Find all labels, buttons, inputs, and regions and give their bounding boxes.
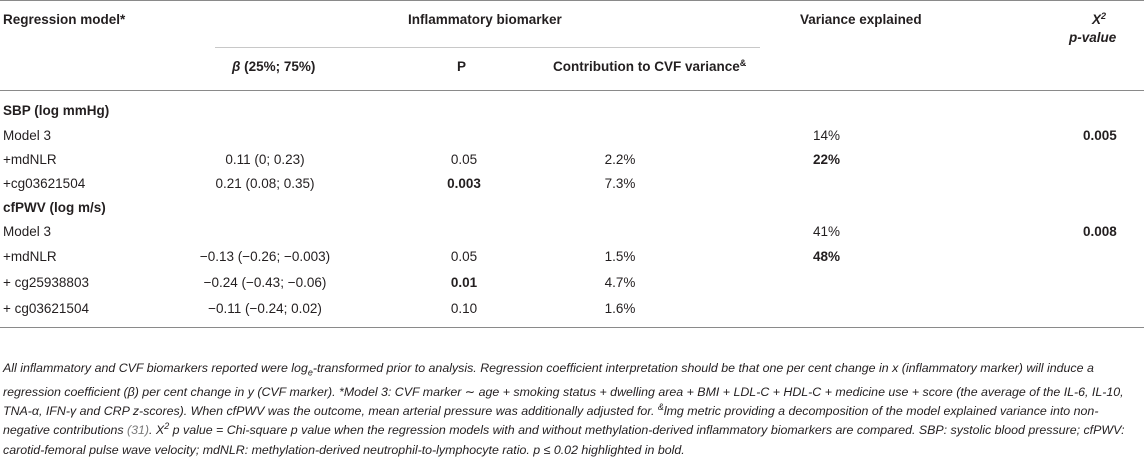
table-footnote: All inflammatory and CVF biomarkers repo… [3,361,1125,457]
row-variance: 48% [813,249,841,264]
row-contribution: 1.5% [604,249,636,264]
top-rule [0,0,1144,1]
row-contribution: 4.7% [604,275,636,290]
bottom-rule [0,327,1144,328]
row-beta: 0.21 (0.08; 0.35) [215,176,315,191]
row-beta: −0.11 (−0.24; 0.02) [208,301,322,316]
row-contribution: 2.2% [604,152,636,167]
row-chi: 0.008 [1083,224,1117,239]
header-chi-pvalue: p-value [1069,30,1117,45]
row-model: Model 3 [3,224,52,239]
header-inflammatory-biomarker: Inflammatory biomarker [408,12,562,27]
row-model: + cg03621504 [3,301,89,316]
header-p: P [457,59,467,74]
row-beta: −0.13 (−0.26; −0.003) [199,249,331,264]
row-variance: 22% [813,152,841,167]
row-variance: 14% [813,128,841,143]
row-chi: 0.005 [1083,128,1117,143]
row-beta: 0.11 (0; 0.23) [225,152,305,167]
row-model: +cg03621504 [3,176,86,191]
row-contribution: 1.6% [604,301,636,316]
row-contribution: 7.3% [604,176,636,191]
row-p: 0.01 [450,275,478,290]
row-beta: −0.24 (−0.43; −0.06) [203,275,327,290]
row-p: 0.05 [450,249,478,264]
header-contribution: Contribution to CVF variance& [553,58,747,75]
section-title-cfpwv: cfPWV (log m/s) [3,200,106,215]
section-title-sbp: SBP (log mmHg) [3,103,110,118]
row-p: 0.10 [450,301,478,316]
header-variance-explained: Variance explained [800,12,922,27]
header-regression-model: Regression model* [3,12,126,27]
header-beta: β (25%; 75%) [232,59,316,74]
row-variance: 41% [813,224,841,239]
row-model: +mdNLR [3,249,57,264]
row-model: +mdNLR [3,152,57,167]
row-model: Model 3 [3,128,52,143]
row-p: 0.05 [450,152,478,167]
row-p: 0.003 [447,176,481,191]
reference-link[interactable]: (31) [127,423,150,438]
subheader-rule [215,47,760,48]
header-chi-square: X2 [1092,11,1107,28]
header-bottom-rule [0,90,1144,91]
row-model: + cg25938803 [3,275,89,290]
